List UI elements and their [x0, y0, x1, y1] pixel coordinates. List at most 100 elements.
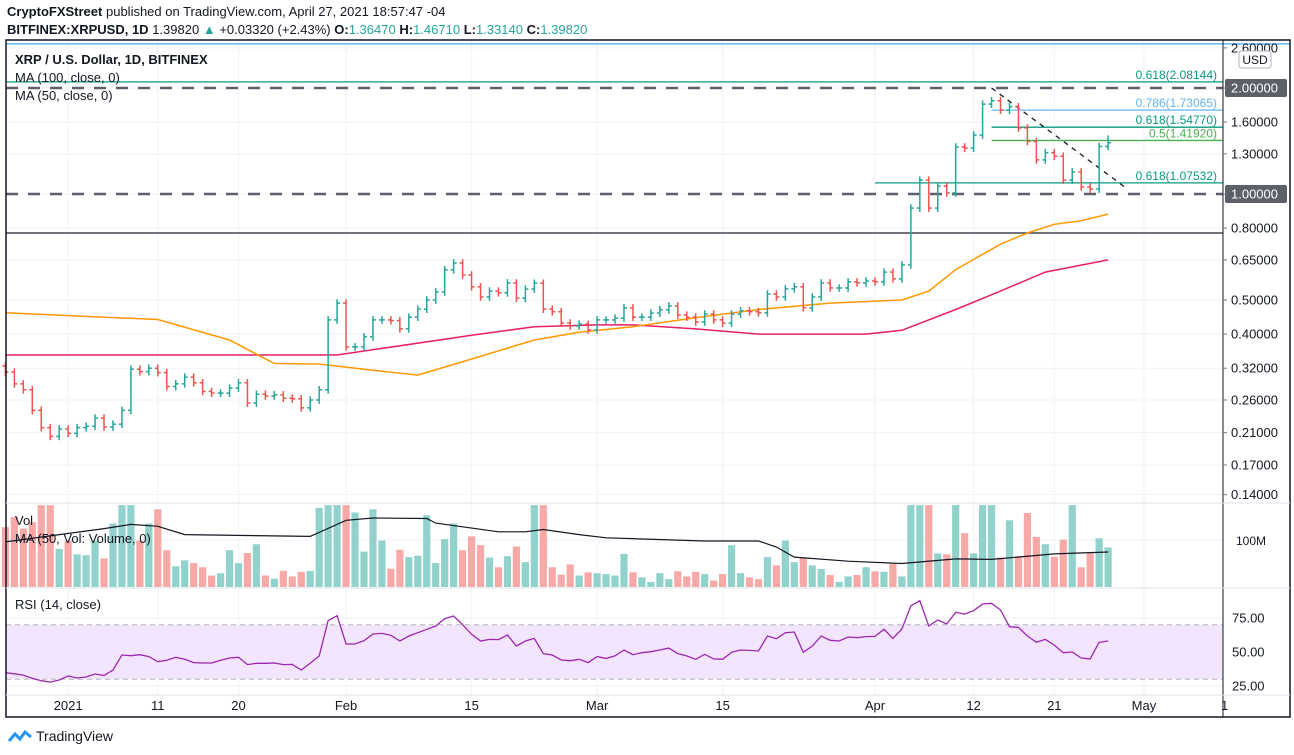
price-tick-label: 0.26000: [1231, 393, 1278, 408]
volume-bar: [306, 570, 314, 587]
price-tick-label: 0.14000: [1231, 487, 1278, 502]
low-label: L:: [463, 22, 476, 37]
volume-bar: [342, 505, 350, 587]
volume-bar: [1086, 552, 1094, 587]
fib-level-label: 0.618(1.54770): [1136, 113, 1217, 127]
chart-frame: [5, 39, 1291, 718]
volume-bar: [835, 581, 843, 587]
volume-bar: [943, 554, 951, 587]
volume-ma-legend[interactable]: MA (50, Vol: Volume, 0): [15, 531, 151, 546]
volume-bar: [459, 550, 467, 587]
volume-bar: [378, 540, 386, 587]
volume-bar: [181, 560, 189, 587]
volume-bar: [441, 539, 449, 587]
volume-bar: [674, 571, 682, 587]
volume-bar: [118, 505, 126, 587]
volume-bar: [1104, 547, 1112, 587]
volume-legend[interactable]: Vol: [15, 513, 34, 528]
volume-bar: [996, 557, 1005, 587]
volume-bar: [701, 574, 709, 587]
volume-bar: [252, 544, 261, 587]
volume-bar: [288, 576, 296, 587]
volume-bar: [817, 569, 825, 587]
volume-bar: [898, 576, 906, 587]
publisher-name[interactable]: CryptoFXStreet: [7, 4, 103, 19]
volume-bar: [961, 533, 969, 587]
volume-ma-line: [5, 517, 1109, 565]
fib-level-label: 0.5(1.41920): [1149, 126, 1217, 140]
open-value: 1.36470: [348, 22, 396, 37]
symbol-info: BITFINEX:XRPUSD, 1D 1.39820 ▲ +0.03320 (…: [7, 22, 587, 37]
volume-bar: [1050, 556, 1058, 587]
volume-bar: [719, 574, 727, 587]
volume-bar: [190, 563, 198, 587]
volume-bar: [862, 567, 870, 587]
publish-info: CryptoFXStreet published on TradingView.…: [7, 4, 445, 19]
price-tick-label: 1.30000: [1231, 146, 1278, 161]
volume-bar: [1032, 536, 1040, 587]
symbol-name: BITFINEX:XRPUSD, 1D: [7, 22, 149, 37]
volume-bar: [889, 563, 897, 587]
volume-bar: [82, 555, 90, 587]
rsi-legend[interactable]: RSI (14, close): [15, 597, 101, 612]
volume-bar: [745, 577, 754, 587]
volume-bar: [566, 564, 574, 587]
volume-bar: [369, 509, 377, 587]
close-label: C:: [526, 22, 541, 37]
price-tick-label: 0.17000: [1231, 457, 1278, 472]
rsi-tick-label: 25.00: [1232, 679, 1265, 694]
volume-bar: [593, 573, 601, 587]
volume-bar: [521, 562, 529, 587]
volume-bar: [781, 540, 789, 587]
volume-bar: [934, 553, 942, 587]
price-badge: [1225, 79, 1287, 97]
last-price: 1.39820: [152, 22, 200, 37]
volume-bar: [772, 565, 780, 587]
volume-bar: [1095, 538, 1103, 587]
open-label: O:: [334, 22, 349, 37]
price-tick-label: 1.60000: [1231, 115, 1278, 130]
volume-bar: [154, 509, 162, 587]
volume-bar: [10, 517, 18, 587]
volume-bar: [351, 512, 359, 587]
footer-brand[interactable]: TradingView: [8, 728, 113, 744]
volume-bar: [987, 505, 996, 587]
ma100-legend[interactable]: MA (100, close, 0): [15, 70, 120, 85]
volume-bar: [1041, 544, 1049, 587]
volume-bar: [826, 575, 834, 587]
volume-bar: [432, 563, 440, 587]
volume-bar: [476, 545, 485, 587]
volume-bar: [19, 528, 27, 587]
price-tick-label: 0.40000: [1231, 327, 1278, 342]
footer-brand-text: TradingView: [36, 728, 114, 744]
volume-bar: [91, 540, 99, 587]
time-tick-label: May: [1132, 698, 1157, 713]
volume-bar: [127, 505, 135, 587]
volume-bar: [297, 571, 305, 587]
up-triangle-icon: ▲: [202, 22, 216, 37]
price-tick-label: 0.50000: [1231, 293, 1278, 308]
time-tick-label: 20: [231, 698, 245, 713]
volume-bar: [46, 505, 54, 587]
volume-bar: [970, 553, 978, 587]
time-tick-label: 1: [1221, 698, 1228, 713]
volume-bar: [503, 556, 512, 587]
volume-bar: [1059, 539, 1067, 587]
volume-bar: [485, 557, 494, 587]
trendline-dashed: [991, 87, 1127, 189]
volume-bar: [710, 580, 718, 587]
volume-bar: [225, 550, 234, 587]
volume-bar: [387, 568, 395, 587]
volume-bar: [1005, 520, 1014, 587]
currency-label: USD: [1242, 53, 1268, 67]
volume-bar: [575, 575, 583, 587]
time-tick-label: Feb: [335, 698, 357, 713]
volume-bar: [557, 574, 565, 587]
price-tick-label: 0.21000: [1231, 425, 1278, 440]
time-tick-label: 15: [464, 698, 478, 713]
ma50-legend[interactable]: MA (50, close, 0): [15, 88, 113, 103]
volume-bar: [727, 545, 736, 587]
volume-bar: [270, 578, 278, 587]
ma100-line: [5, 259, 1109, 356]
